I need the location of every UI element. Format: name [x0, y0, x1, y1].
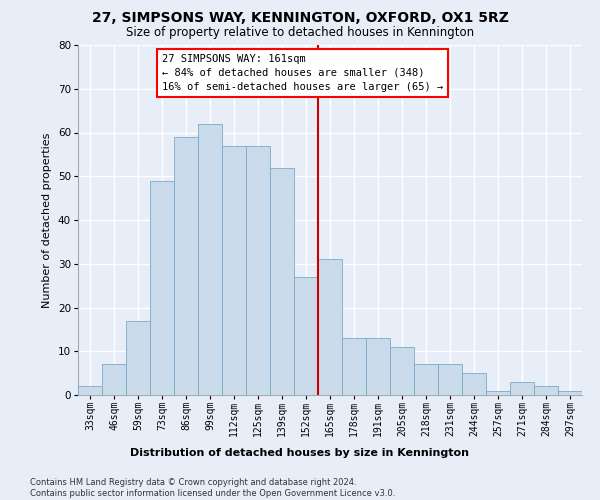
Y-axis label: Number of detached properties: Number of detached properties — [43, 132, 52, 308]
Bar — [246, 146, 270, 395]
Bar — [150, 180, 174, 395]
Bar — [270, 168, 294, 395]
Bar — [294, 277, 318, 395]
Text: Contains HM Land Registry data © Crown copyright and database right 2024.
Contai: Contains HM Land Registry data © Crown c… — [30, 478, 395, 498]
Text: Distribution of detached houses by size in Kennington: Distribution of detached houses by size … — [131, 448, 470, 458]
Bar — [366, 338, 390, 395]
Bar — [558, 390, 582, 395]
Bar — [390, 347, 414, 395]
Bar — [534, 386, 558, 395]
Text: 27 SIMPSONS WAY: 161sqm
← 84% of detached houses are smaller (348)
16% of semi-d: 27 SIMPSONS WAY: 161sqm ← 84% of detache… — [162, 54, 443, 92]
Bar — [414, 364, 438, 395]
Bar — [510, 382, 534, 395]
Bar — [342, 338, 366, 395]
Bar — [318, 260, 342, 395]
Bar — [174, 137, 198, 395]
Text: Size of property relative to detached houses in Kennington: Size of property relative to detached ho… — [126, 26, 474, 39]
Bar — [222, 146, 246, 395]
Bar — [78, 386, 102, 395]
Bar — [486, 390, 510, 395]
Text: 27, SIMPSONS WAY, KENNINGTON, OXFORD, OX1 5RZ: 27, SIMPSONS WAY, KENNINGTON, OXFORD, OX… — [92, 11, 508, 25]
Bar — [198, 124, 222, 395]
Bar — [126, 320, 150, 395]
Bar — [438, 364, 462, 395]
Bar — [102, 364, 126, 395]
Bar — [462, 373, 486, 395]
